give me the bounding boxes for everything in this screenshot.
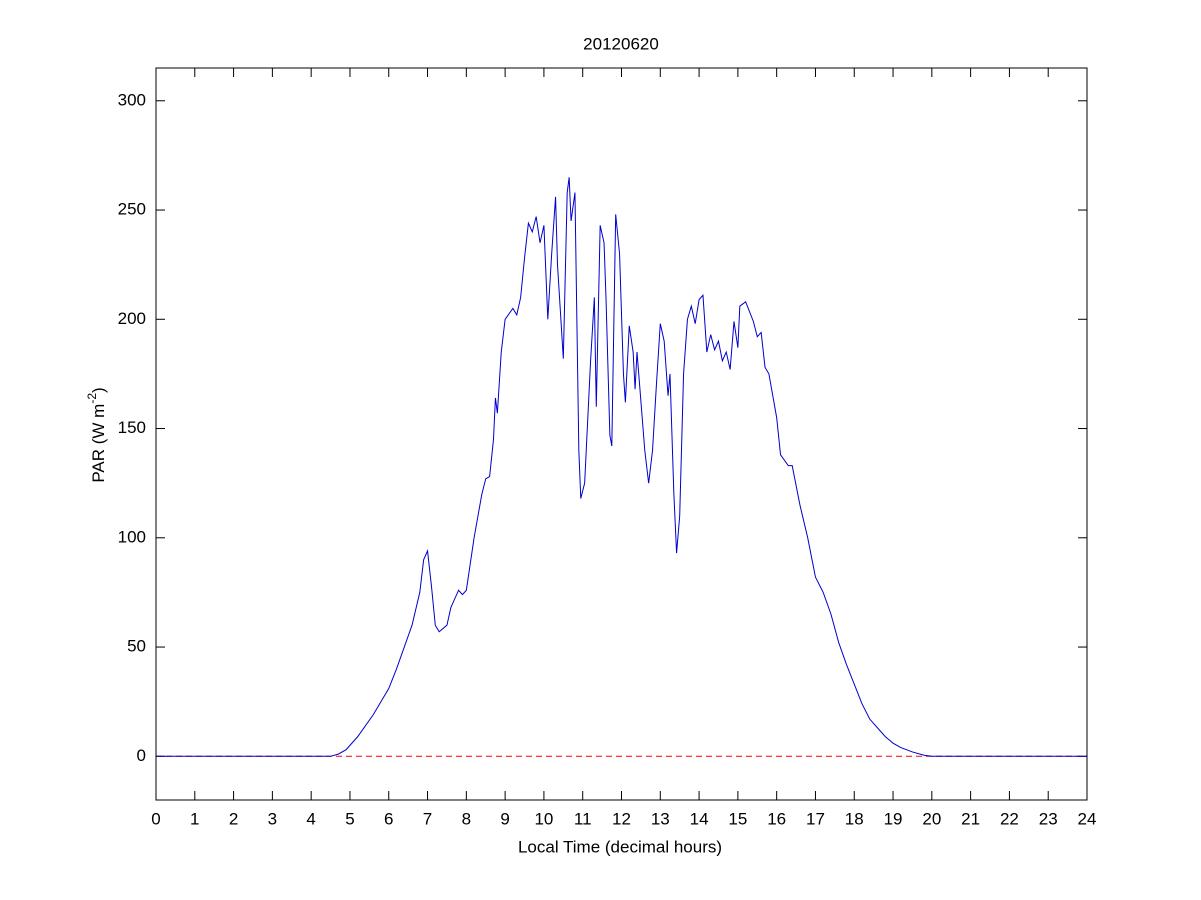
- x-tick-label: 3: [268, 809, 277, 828]
- x-tick-label: 8: [462, 809, 471, 828]
- x-tick-label: 2: [229, 809, 238, 828]
- x-tick-label: 23: [1039, 809, 1058, 828]
- chart-title: 20120620: [583, 34, 659, 53]
- x-tick-label: 20: [922, 809, 941, 828]
- x-tick-label: 15: [728, 809, 747, 828]
- y-label-sup: -2: [85, 393, 99, 404]
- x-tick-label: 19: [884, 809, 903, 828]
- x-tick-label: 11: [574, 809, 592, 828]
- x-tick-label: 5: [345, 809, 354, 828]
- plot-frame: [155, 67, 1088, 801]
- x-tick-label: 13: [651, 809, 670, 828]
- y-tick-label: 100: [118, 527, 146, 546]
- x-tick-label: 22: [1000, 809, 1019, 828]
- x-tick-label: 10: [534, 809, 553, 828]
- y-label-end: ): [89, 387, 108, 393]
- data-line: [156, 177, 1087, 757]
- y-tick-label: 50: [127, 637, 146, 656]
- x-tick-label: 4: [306, 809, 315, 828]
- x-tick-label: 1: [190, 809, 199, 828]
- y-tick-label: 300: [118, 90, 146, 109]
- x-tick-label: 17: [806, 809, 825, 828]
- x-tick-label: 0: [151, 809, 160, 828]
- x-tick-label: 24: [1078, 809, 1097, 828]
- x-tick-label: 18: [845, 809, 864, 828]
- x-tick-label: 7: [423, 809, 432, 828]
- x-tick-label: 21: [961, 809, 980, 828]
- x-tick-label: 9: [500, 809, 509, 828]
- y-tick-label: 150: [118, 418, 146, 437]
- x-tick-label: 6: [384, 809, 393, 828]
- x-tick-label: 16: [767, 809, 786, 828]
- x-tick-label: 14: [690, 809, 709, 828]
- y-tick-label: 250: [118, 200, 146, 219]
- x-axis-label: Local Time (decimal hours): [518, 837, 722, 856]
- y-label-main: PAR (W m: [89, 404, 108, 483]
- x-tick-label: 12: [612, 809, 631, 828]
- y-tick-label: 0: [137, 746, 146, 765]
- y-axis-label: PAR (W m-2): [85, 387, 108, 482]
- y-tick-label: 200: [118, 309, 146, 328]
